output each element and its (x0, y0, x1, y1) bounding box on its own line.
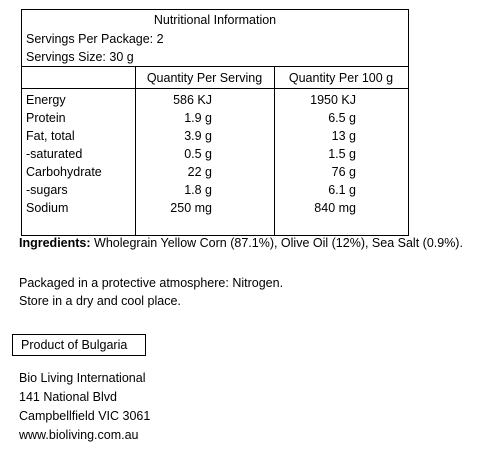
per-100g: 1950 KJ (310, 93, 356, 107)
per-100g: 1.5 g (328, 147, 356, 161)
per-serving: 0.5 g (184, 147, 212, 161)
nutrient-name: Sodium (26, 201, 69, 215)
origin-box (12, 334, 146, 356)
per-100g: 6.1 g (328, 183, 356, 197)
column-divider (274, 66, 275, 236)
nutrition-table (21, 9, 409, 236)
per-serving: 1.9 g (184, 111, 212, 125)
nutrient-name: Protein (26, 111, 66, 125)
note: Packaged in a protective atmosphere: Nit… (19, 276, 284, 290)
origin: Product of Bulgaria (21, 338, 128, 352)
column-divider (135, 66, 136, 236)
column-header: Quantity Per 100 g (288, 71, 394, 85)
address-line: Campbellfield VIC 3061 (19, 409, 151, 423)
address-line: 141 National Blvd (19, 390, 117, 404)
per-100g: 6.5 g (328, 111, 356, 125)
per-serving: 22 g (187, 165, 212, 179)
nutrient-name: -sugars (26, 183, 68, 197)
serving-size: Servings Size: 30 g (26, 50, 134, 64)
nutrient-name: Carbohydrate (26, 165, 102, 179)
ingredients: Ingredients: Wholegrain Yellow Corn (87.… (19, 235, 463, 251)
servings-per-package: Servings Per Package: 2 (26, 32, 164, 46)
title: Nutritional Information (153, 13, 277, 27)
nutrient-name: Fat, total (26, 129, 75, 143)
per-serving: 250 mg (170, 201, 212, 215)
per-100g: 76 g (331, 165, 356, 179)
address-line: Bio Living International (19, 371, 146, 385)
ingredients-text: Wholegrain Yellow Corn (87.1%), Olive Oi… (94, 236, 463, 250)
note: Store in a dry and cool place. (19, 294, 181, 308)
per-serving: 3.9 g (184, 129, 212, 143)
per-100g: 13 g (331, 129, 356, 143)
per-serving: 586 KJ (173, 93, 212, 107)
per-serving: 1.8 g (184, 183, 212, 197)
divider (21, 66, 409, 67)
per-100g: 840 mg (314, 201, 356, 215)
nutrient-name: Energy (26, 93, 66, 107)
column-header: Quantity Per Serving (146, 71, 263, 85)
nutrient-name: -saturated (26, 147, 83, 161)
address-line: www.bioliving.com.au (19, 428, 139, 442)
ingredients-label: Ingredients: (19, 236, 91, 250)
divider (21, 88, 409, 89)
